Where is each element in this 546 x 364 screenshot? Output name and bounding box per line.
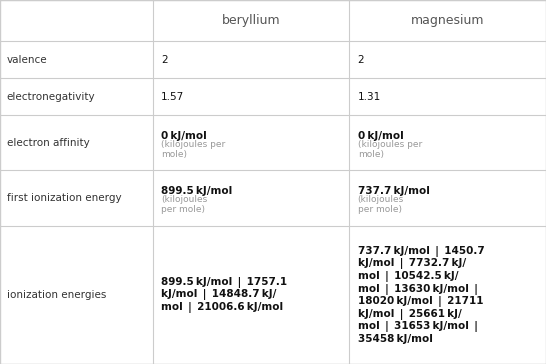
Text: 737.7 kJ/mol: 737.7 kJ/mol — [358, 186, 430, 197]
Text: (kilojoules per
mole): (kilojoules per mole) — [161, 140, 225, 159]
Text: 2: 2 — [358, 55, 364, 65]
Text: 1.31: 1.31 — [358, 92, 381, 102]
Text: valence: valence — [7, 55, 47, 65]
Text: magnesium: magnesium — [411, 14, 484, 27]
Text: (kilojoules per
mole): (kilojoules per mole) — [358, 140, 422, 159]
Text: 2: 2 — [161, 55, 168, 65]
Text: 737.7 kJ/mol | 1450.7
kJ/mol | 7732.7 kJ/
mol | 10542.5 kJ/
mol | 13630 kJ/mol |: 737.7 kJ/mol | 1450.7 kJ/mol | 7732.7 kJ… — [358, 246, 484, 344]
Text: electronegativity: electronegativity — [7, 92, 95, 102]
Text: 1.57: 1.57 — [161, 92, 185, 102]
Text: 0 kJ/mol: 0 kJ/mol — [358, 131, 403, 141]
Text: 899.5 kJ/mol: 899.5 kJ/mol — [161, 186, 232, 197]
Text: electron affinity: electron affinity — [7, 138, 90, 148]
Text: beryllium: beryllium — [222, 14, 281, 27]
Text: (kilojoules
per mole): (kilojoules per mole) — [161, 195, 207, 214]
Text: 0 kJ/mol: 0 kJ/mol — [161, 131, 207, 141]
Text: ionization energies: ionization energies — [7, 290, 106, 300]
Text: (kilojoules
per mole): (kilojoules per mole) — [358, 195, 404, 214]
Text: 899.5 kJ/mol | 1757.1
kJ/mol | 14848.7 kJ/
mol | 21006.6 kJ/mol: 899.5 kJ/mol | 1757.1 kJ/mol | 14848.7 k… — [161, 277, 287, 313]
Text: first ionization energy: first ionization energy — [7, 193, 121, 203]
